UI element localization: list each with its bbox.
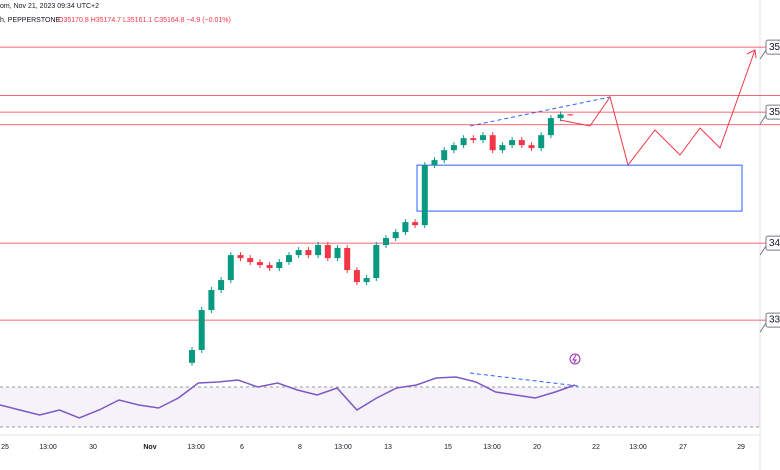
candle-body	[344, 248, 351, 271]
x-tick-label: 13:00	[334, 444, 352, 451]
candle-body	[402, 222, 409, 233]
candle-body	[286, 255, 292, 263]
candle-body	[547, 118, 554, 136]
candle-body	[334, 248, 341, 259]
trend-line	[469, 96, 611, 127]
candle-body	[441, 150, 448, 161]
level-label: 34	[769, 238, 780, 249]
candle-body	[305, 250, 312, 256]
candle-body	[189, 349, 195, 363]
x-tick-label: 15	[444, 444, 452, 451]
x-tick-label: 13	[384, 444, 392, 451]
x-tick-label: 13:00	[483, 444, 501, 451]
candle-body	[256, 262, 263, 266]
candle-body	[431, 160, 438, 166]
candle-body	[567, 114, 574, 116]
candle-body	[460, 138, 467, 146]
alert-bolt	[572, 354, 577, 364]
candle-body	[208, 290, 215, 311]
x-tick-label: 8	[298, 444, 302, 451]
candle-body	[383, 238, 389, 246]
x-tick-label: 6	[240, 444, 244, 451]
x-tick-label: 13:00	[187, 444, 205, 451]
alert-icon[interactable]	[569, 353, 581, 365]
candle-body	[450, 145, 457, 151]
candle-body	[324, 245, 331, 259]
candle-body	[480, 135, 486, 141]
rsi-trend-line	[469, 372, 579, 387]
source: h, PEPPERSTONE	[0, 17, 61, 24]
candle-body	[470, 138, 477, 141]
projection	[559, 49, 756, 167]
candle-body	[218, 280, 225, 291]
candle-body	[489, 135, 496, 151]
candle-body	[247, 258, 254, 263]
x-tick-label: 13:00	[629, 444, 647, 451]
candle-body	[373, 245, 380, 279]
candle-body	[227, 255, 234, 281]
candle-body	[392, 232, 399, 239]
level-label: 33	[769, 315, 780, 326]
x-tick-label: 30	[89, 444, 97, 451]
level-box	[765, 312, 780, 328]
x-tick-label: 25	[1, 444, 9, 451]
candle-body	[509, 140, 516, 146]
x-tick-label: 22	[592, 444, 600, 451]
x-tick-label: 29	[737, 444, 745, 451]
projection-arrow	[746, 49, 757, 59]
candle-body	[499, 145, 506, 151]
candle-body	[538, 135, 545, 149]
x-tick-label: Nov	[143, 444, 156, 451]
x-tick-label: 27	[679, 444, 687, 451]
level-box	[765, 235, 780, 251]
candle-body	[353, 270, 360, 283]
x-tick-label: 20	[533, 444, 541, 451]
level-label: 35	[769, 107, 780, 118]
candle-body	[412, 222, 419, 226]
rsi-band	[0, 387, 760, 427]
candle-body	[237, 255, 244, 259]
zone	[416, 164, 743, 212]
x-tick-label: 13:00	[39, 444, 57, 451]
candle-body	[528, 145, 535, 149]
candle-body	[198, 310, 205, 350]
candle-body	[276, 262, 283, 269]
level-box	[765, 39, 780, 55]
rsi-line	[0, 376, 576, 419]
candle-body	[557, 114, 564, 119]
candle-body	[266, 265, 273, 269]
header: om, Nov 21, 2023 09:34 UTC+2	[0, 3, 99, 10]
candle-body	[295, 250, 302, 256]
candle-body	[518, 140, 525, 146]
candle-body	[363, 278, 370, 283]
level-label: 35	[769, 42, 780, 53]
level-box	[765, 104, 780, 120]
candle-body	[315, 245, 322, 256]
ohlc: O35170.8 H35174.7 L35161.1 C35164.8 −4.9…	[58, 17, 231, 24]
candle-body	[421, 165, 428, 226]
